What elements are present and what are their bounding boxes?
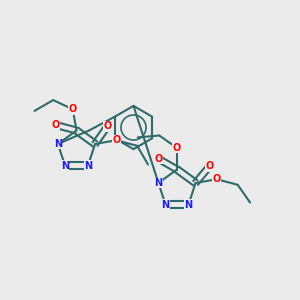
Text: N: N [61,161,69,171]
Text: N: N [54,139,62,149]
Text: N: N [184,200,193,210]
Text: O: O [173,143,181,153]
Text: N: N [161,200,169,210]
Text: O: O [213,174,221,184]
Text: N: N [84,161,92,171]
Text: O: O [69,104,77,114]
Text: O: O [103,121,112,131]
Text: O: O [112,135,120,145]
Text: O: O [205,161,214,171]
Text: N: N [154,178,163,188]
Text: O: O [52,120,60,130]
Text: O: O [154,154,162,164]
